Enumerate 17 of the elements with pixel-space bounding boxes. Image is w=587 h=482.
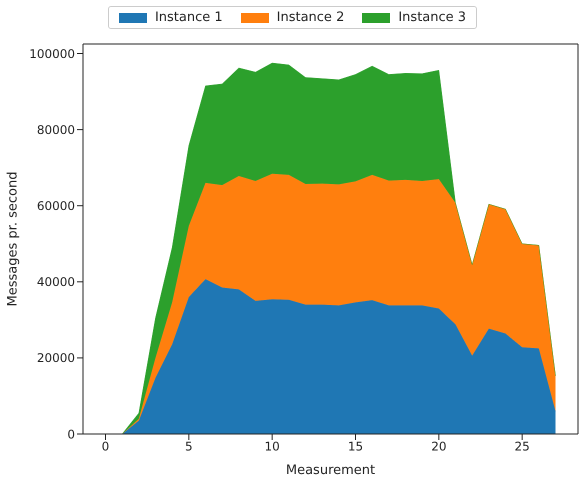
x-tick-label: 5 bbox=[185, 440, 193, 454]
legend-label: Instance 3 bbox=[398, 10, 466, 25]
y-tick-label: 80000 bbox=[36, 122, 75, 137]
x-tick-label: 20 bbox=[431, 440, 446, 454]
x-tick-label: 25 bbox=[514, 440, 530, 454]
x-axis-title: Measurement bbox=[286, 463, 376, 478]
x-tick-label: 15 bbox=[348, 440, 364, 454]
legend-label: Instance 2 bbox=[276, 10, 344, 25]
x-tick-label: 10 bbox=[264, 440, 280, 454]
y-tick-label: 0 bbox=[67, 427, 75, 442]
y-tick-label: 20000 bbox=[36, 351, 75, 366]
legend-label: Instance 1 bbox=[154, 10, 223, 25]
x-tick-label: 0 bbox=[102, 440, 110, 454]
y-axis-title: Messages pr. second bbox=[6, 172, 21, 306]
y-tick-label: 60000 bbox=[36, 198, 75, 213]
y-tick-label: 40000 bbox=[36, 275, 75, 290]
y-tick-label: 100000 bbox=[29, 46, 75, 61]
